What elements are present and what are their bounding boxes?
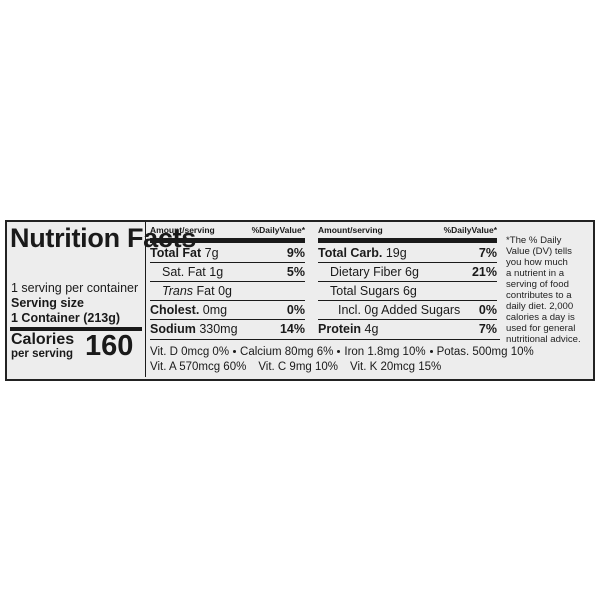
calories-value: 160 xyxy=(85,330,134,362)
nutrient-dv: 0% xyxy=(286,303,305,317)
footnote-line: used for general xyxy=(506,323,576,334)
nutrient-name: Incl. 0g Added Sugars xyxy=(338,303,461,317)
header-dv: %DailyValue* xyxy=(251,225,305,235)
nutrient-name: Dietary Fiber xyxy=(330,265,402,279)
header-dv: %DailyValue* xyxy=(443,225,497,235)
vitamin: Calcium 80mg 6% xyxy=(240,346,334,358)
nutrient-amount: 0mg xyxy=(202,303,228,317)
footnote-line: *The % Daily xyxy=(506,235,562,246)
header-amount: Amount/serving xyxy=(318,225,383,235)
divider xyxy=(150,339,500,340)
nutrient-row: Sat. Fat 1g 5% xyxy=(150,263,305,282)
nutrient-name: Sodium xyxy=(150,322,196,336)
vitamin: Vit. A 570mcg 60% xyxy=(150,361,247,373)
nutrient-dv: 7% xyxy=(478,322,497,336)
nutrient-row: Incl. 0g Added Sugars 0% xyxy=(318,301,497,320)
vitamin: Iron 1.8mg 10% xyxy=(344,346,426,358)
nutrient-name: Sat. Fat xyxy=(162,265,206,279)
serving-size-label: Serving size xyxy=(11,296,84,310)
footnote: *The % Daily Value (DV) tells you how much… xyxy=(506,235,581,345)
nutrient-row: Protein 4g 7% xyxy=(318,320,497,338)
calories-label: Calories xyxy=(11,331,75,348)
vitamin: Vit. D 0mcg 0% xyxy=(150,346,230,358)
footnote-line: nutritional advice. xyxy=(506,334,581,345)
footnote-line: you how much xyxy=(506,257,568,268)
nutrient-name: Fat xyxy=(196,284,215,298)
nutrient-row: Total Sugars 6g xyxy=(318,282,497,301)
nutrient-row: Total Carb. 19g 7% xyxy=(318,244,497,263)
nutrient-row: Sodium 330mg 14% xyxy=(150,320,305,338)
column-header: Amount/serving %DailyValue* xyxy=(150,225,305,235)
servings: 1 serving per container xyxy=(11,281,139,295)
nutrient-name: Total Fat xyxy=(150,246,202,260)
nutrient-amount: 1g xyxy=(209,265,224,279)
footnote-line: calories a day is xyxy=(506,312,575,323)
nutrient-amount: 7g xyxy=(204,246,219,260)
thick-bar xyxy=(318,238,497,243)
column-header: Amount/serving %DailyValue* xyxy=(318,225,497,235)
nutrient-row: Cholest. 0mg 0% xyxy=(150,301,305,320)
nutrient-amount: 330mg xyxy=(199,322,238,336)
footnote-line: contributes to a xyxy=(506,290,572,301)
vitamin-line: Vit. A 570mcg 60% Vit. C 9mg 10% Vit. K 20… xyxy=(150,361,441,373)
nutrient-name-italic: Trans xyxy=(162,284,194,298)
nutrient-amount: 4g xyxy=(364,322,379,336)
nutrient-row: Total Fat 7g 9% xyxy=(150,244,305,263)
vitamin: Potas. 500mg 10% xyxy=(436,346,534,358)
thick-bar xyxy=(150,238,305,243)
nutrient-amount: 19g xyxy=(385,246,407,260)
vitamin: Vit. C 9mg 10% xyxy=(258,361,339,373)
footnote-line: a nutrient in a xyxy=(506,268,565,279)
per-serving: per serving xyxy=(11,348,73,360)
nutrient-name: Protein xyxy=(318,322,362,336)
nutrient-amount: 0g xyxy=(218,284,232,298)
nutrient-dv: 14% xyxy=(279,322,305,336)
vitamin-line: Vit. D 0mcg 0% Calcium 80mg 6% Iron 1.8mg … xyxy=(150,346,534,358)
nutrient-row: Dietary Fiber 6g 21% xyxy=(318,263,497,282)
divider xyxy=(145,222,146,377)
nutrient-amount: 6g xyxy=(402,284,417,298)
header-amount: Amount/serving xyxy=(150,225,215,235)
divider xyxy=(10,327,142,331)
nutrient-amount: 6g xyxy=(405,265,419,279)
nutrient-dv: 21% xyxy=(471,265,497,279)
nutrient-dv: 9% xyxy=(286,246,305,260)
nutrient-name: Total Sugars xyxy=(330,284,400,298)
footnote-line: Value (DV) tells xyxy=(506,246,572,257)
nutrient-name: Total Carb. xyxy=(318,246,383,260)
nutrient-dv: 5% xyxy=(286,265,305,279)
serving-size: 1 Container (213g) xyxy=(11,311,121,325)
nutrient-dv: 0% xyxy=(478,303,497,317)
nutrient-name: Cholest. xyxy=(150,303,200,317)
footnote-line: serving of food xyxy=(506,279,569,290)
vitamin: Vit. K 20mcg 15% xyxy=(350,361,442,373)
footnote-line: daily diet. 2,000 xyxy=(506,301,574,312)
nutrient-row: Trans Fat 0g xyxy=(150,282,305,301)
nutrient-dv: 7% xyxy=(478,246,497,260)
